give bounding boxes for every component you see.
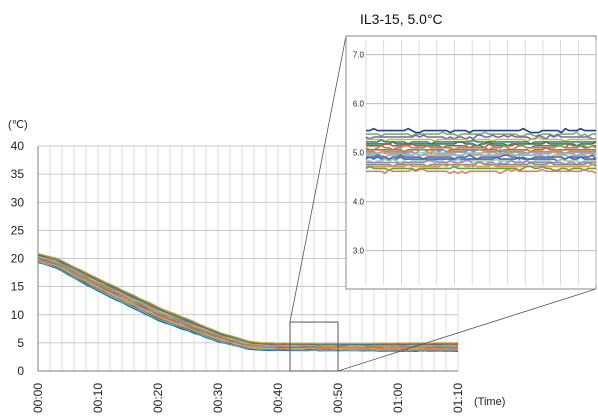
main-y-tick-labels: 0 5 10 15 20 25 30 35 40 [11, 139, 25, 378]
inset-series-line [366, 148, 596, 155]
zoom-connector-lines [289, 35, 597, 372]
inset-series-line [365, 144, 597, 151]
inset-y-tick-label: 4.0 [353, 198, 365, 207]
inset-series-line [366, 161, 596, 168]
main-x-tick-label: 00:50 [331, 383, 345, 413]
inset-y-tick-labels: 3.0 4.0 5.0 6.0 7.0 [353, 51, 365, 256]
inset-series-line [366, 152, 596, 159]
inset-series-line [366, 127, 596, 134]
inset-series-line [366, 139, 596, 145]
zoom-region-box [289, 321, 339, 372]
inset-series-line [365, 134, 596, 140]
main-y-tick-label: 30 [11, 195, 25, 209]
inset-series-line [366, 163, 597, 168]
inset-series-line [366, 154, 597, 161]
main-x-tick-label: 00:30 [211, 383, 225, 413]
main-chart-series [37, 252, 459, 352]
main-x-tick-label: 01:00 [391, 383, 405, 413]
main-series-line [37, 252, 459, 345]
inset-y-tick-label: 3.0 [353, 247, 365, 256]
inset-series-line [365, 165, 596, 172]
main-x-tick-label: 00:00 [31, 383, 45, 413]
zoom-connector-bottom [337, 288, 597, 372]
main-y-tick-label: 20 [11, 252, 25, 266]
inset-series-line [366, 158, 596, 164]
main-x-tick-label: 00:20 [151, 383, 165, 413]
main-x-tick-label: 00:40 [271, 383, 285, 413]
inset-y-tick-label: 5.0 [353, 149, 365, 158]
y-axis-label: (℃) [8, 119, 28, 131]
main-y-tick-label: 35 [11, 167, 25, 181]
inset-series-line [366, 131, 596, 137]
main-x-tick-label: 00:10 [91, 383, 105, 413]
main-x-tick-label: 01:10 [451, 383, 465, 413]
main-y-tick-label: 40 [11, 139, 25, 153]
main-y-tick-label: 15 [11, 280, 25, 294]
main-y-tick-label: 25 [11, 223, 25, 237]
inset-chart-series [365, 127, 597, 175]
inset-series-line [366, 168, 597, 175]
zoom-connector-top [289, 35, 347, 323]
main-chart-axes [37, 146, 458, 372]
inset-title: IL3-15, 5.0°C [360, 11, 443, 27]
main-y-tick-label: 5 [17, 336, 24, 350]
inset-series-line [366, 136, 596, 143]
main-y-tick-label: 10 [11, 308, 25, 322]
inset-y-tick-label: 6.0 [353, 100, 365, 109]
x-axis-label: (Time) [474, 396, 505, 408]
main-y-tick-label: 0 [17, 364, 24, 378]
inset-y-tick-label: 7.0 [353, 51, 365, 60]
main-x-tick-labels: 00:00 00:10 00:20 00:30 00:40 00:50 01:00 01:10 [31, 383, 465, 413]
